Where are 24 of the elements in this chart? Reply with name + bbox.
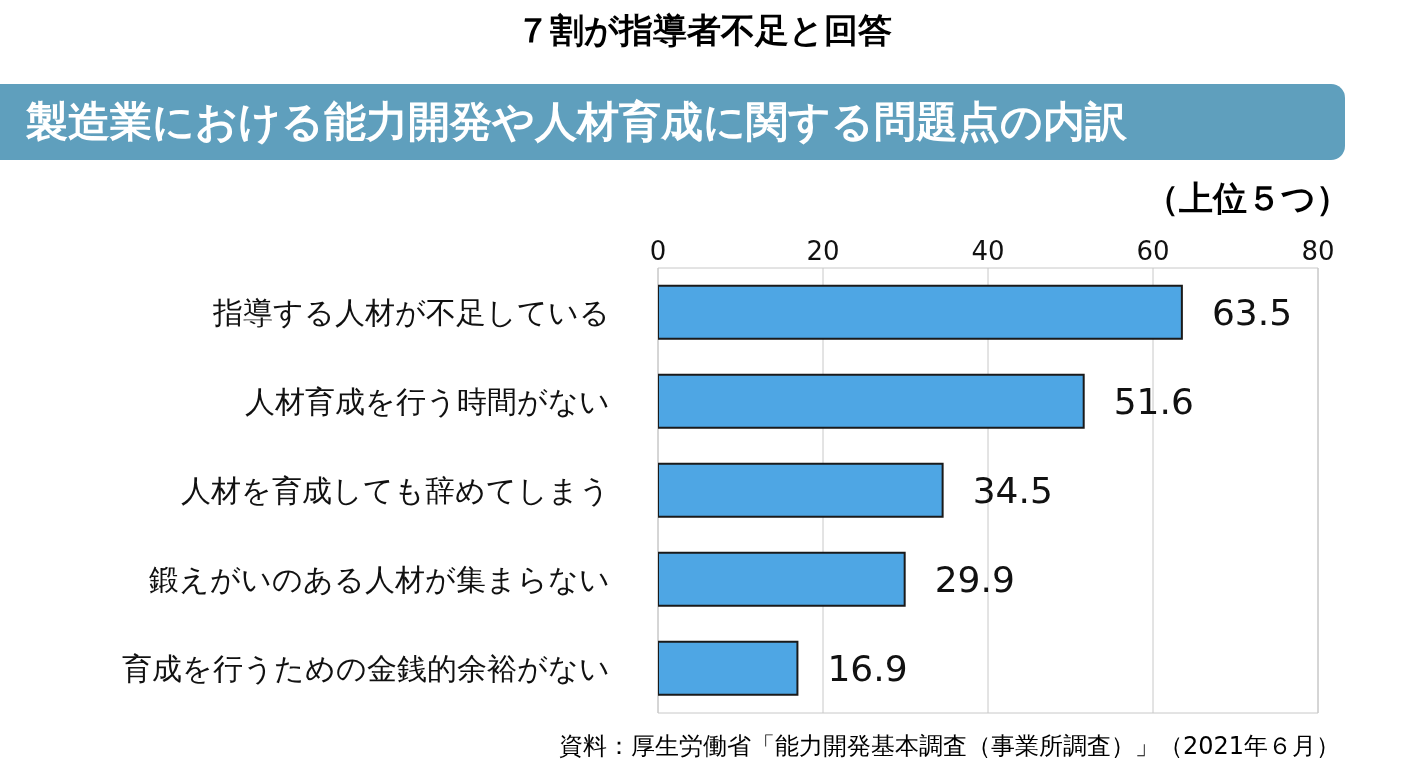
y-tick-label: 育成を行うための金銭的余裕がない (122, 651, 610, 686)
x-tick-label: 80 (1301, 236, 1335, 266)
bar (658, 284, 1183, 340)
x-tick-label: 20 (806, 236, 840, 266)
bar (658, 462, 944, 518)
chart-title: ７割が指導者不足と回答 (515, 9, 893, 52)
y-tick-label: 指導する人材が不足している (212, 295, 610, 330)
text: 資料：厚生労働省「能力開発基本調査（事業所調査）」（2021年６月） (558, 731, 1340, 762)
x-tick-label: 40 (971, 236, 1005, 266)
y-tick-label: 人材育成を行う時間がない (245, 384, 610, 419)
bar (658, 551, 906, 607)
text: （上位５つ） (1145, 177, 1350, 220)
x-tick-label: 60 (1136, 236, 1170, 266)
y-tick-label: 人材を育成しても辞めてしまう (181, 473, 610, 508)
bar (658, 373, 1085, 429)
data-label: 29.9 (934, 559, 1015, 601)
chart-subtitle: 製造業における能力開発や人材育成に関する問題点の内訳 (0, 84, 1345, 160)
data-label: 63.5 (1211, 292, 1293, 334)
data-label: 51.6 (1113, 381, 1194, 423)
data-label: 34.5 (972, 470, 1053, 512)
y-tick-label: 鍛えがいのある人材が集まらない (149, 562, 610, 597)
bar (658, 640, 799, 696)
data-label: 16.9 (827, 648, 908, 690)
x-tick-label: 0 (649, 236, 667, 266)
